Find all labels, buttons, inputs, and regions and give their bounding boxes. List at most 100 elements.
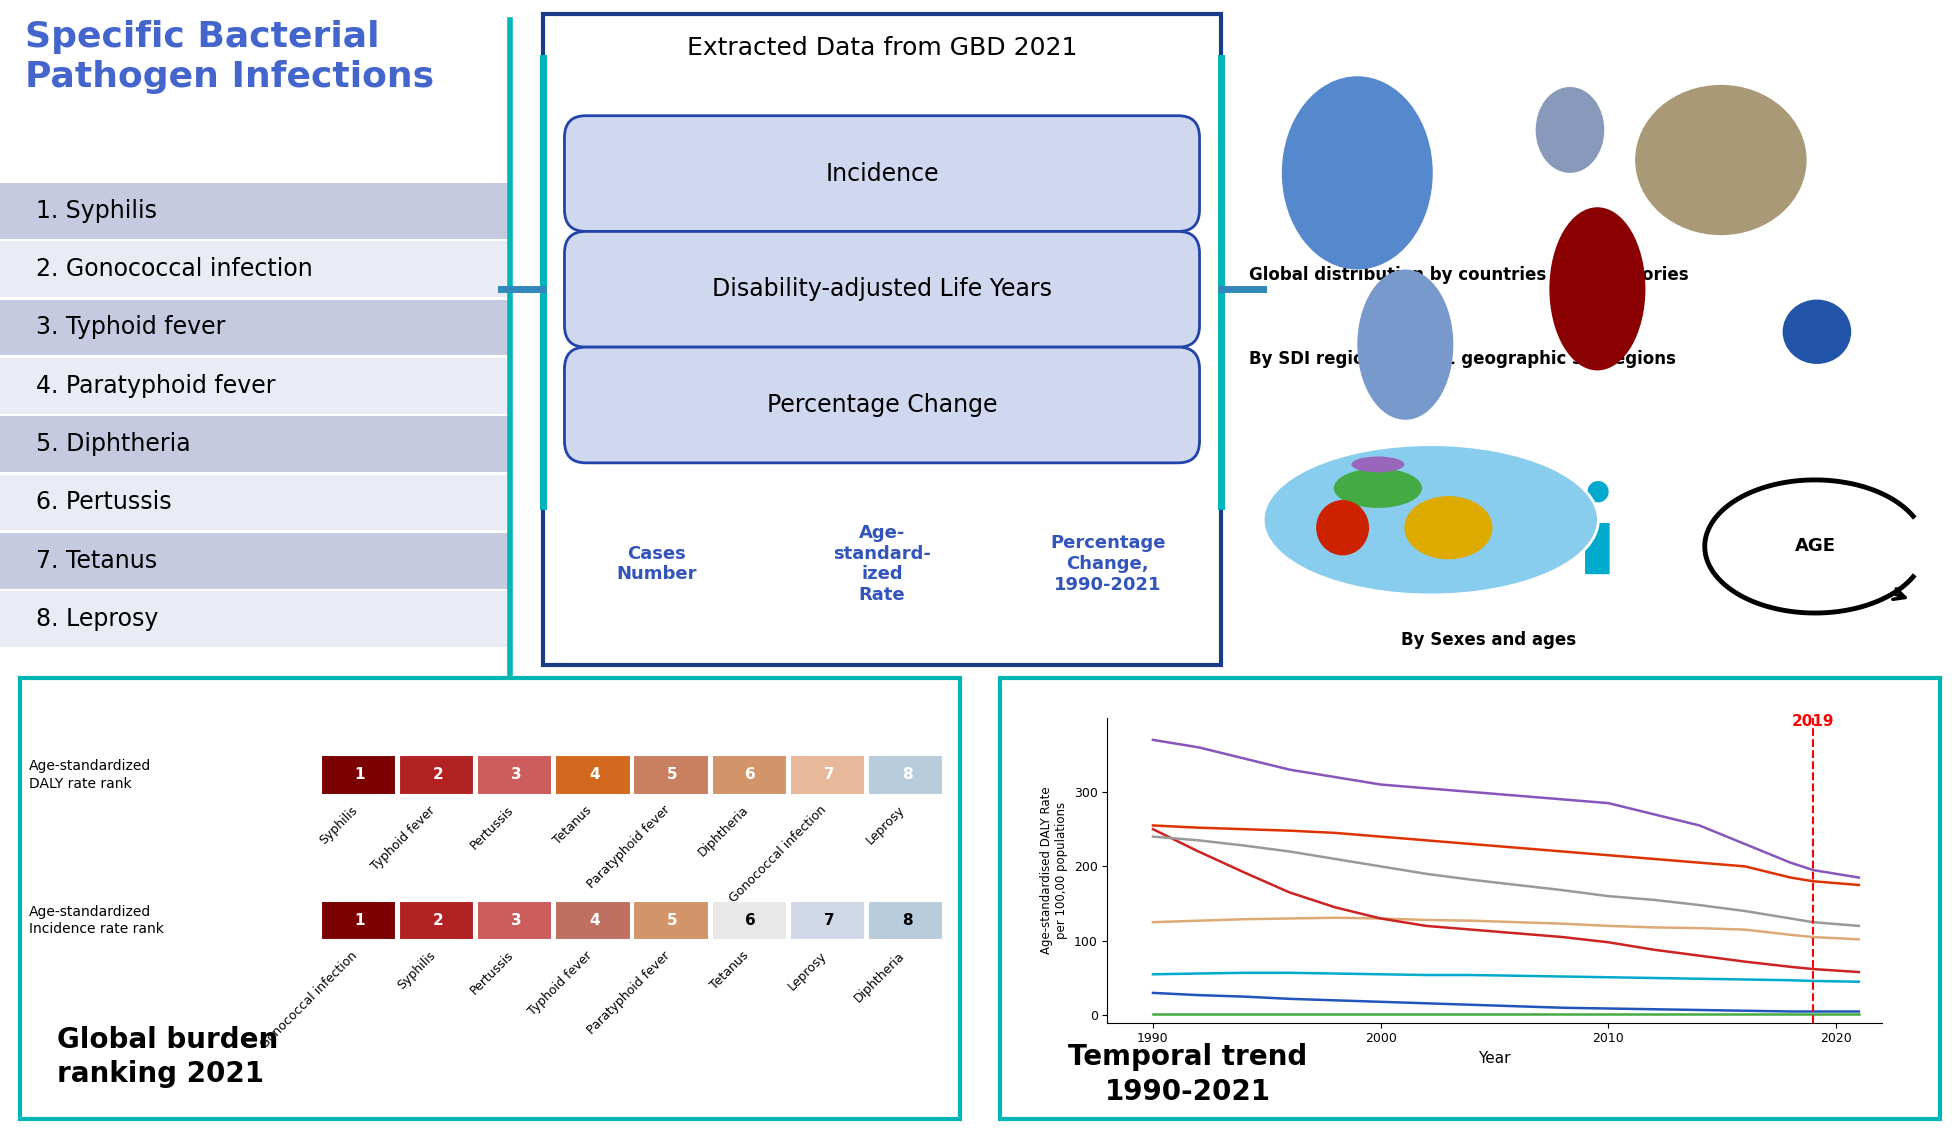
Diphtheria — [1233, 990, 1256, 1003]
Pertussis — [1460, 785, 1484, 799]
Syphilis — [1846, 932, 1870, 946]
Text: 1: 1 — [355, 767, 365, 782]
Tetanus — [1141, 823, 1164, 836]
Tetanus — [1505, 927, 1529, 940]
Leprosy — [1505, 1007, 1529, 1020]
Diphtheria — [1278, 992, 1301, 1006]
Tetanus — [1780, 960, 1803, 974]
Diphtheria — [1642, 1002, 1666, 1016]
Line: Tetanus: Tetanus — [1152, 829, 1858, 972]
Gonococcal infection — [1415, 834, 1439, 848]
Paratyphoid fever — [1141, 967, 1164, 981]
Diphtheria — [1550, 1001, 1574, 1015]
Text: 5. Diphtheria: 5. Diphtheria — [35, 432, 190, 457]
FancyBboxPatch shape — [1000, 678, 1940, 1119]
Gonococcal infection — [1141, 818, 1164, 832]
Gonococcal infection — [1733, 860, 1756, 873]
Text: ●: ● — [1586, 477, 1609, 504]
Text: Tetanus: Tetanus — [551, 803, 594, 846]
Syphilis — [1368, 912, 1392, 925]
Text: Disability-adjusted Life Years: Disability-adjusted Life Years — [711, 277, 1053, 302]
Text: Incidence: Incidence — [825, 162, 939, 185]
Typhoid fever — [1415, 867, 1439, 880]
Leprosy — [1550, 1007, 1574, 1020]
Line: Diphtheria: Diphtheria — [1152, 993, 1858, 1011]
Typhoid fever — [1846, 919, 1870, 932]
Text: 7. Tetanus: 7. Tetanus — [35, 549, 157, 573]
Syphilis — [1597, 919, 1621, 932]
Typhoid fever — [1368, 860, 1392, 873]
Text: 4: 4 — [590, 767, 600, 782]
FancyBboxPatch shape — [20, 678, 960, 1119]
Text: ▮: ▮ — [1580, 513, 1615, 580]
Syphilis — [1801, 930, 1825, 944]
Bar — [400, 901, 474, 940]
Text: 4: 4 — [590, 913, 600, 928]
Leprosy — [1846, 1007, 1870, 1020]
Bar — [0, 416, 510, 472]
Tetanus — [1368, 912, 1392, 925]
Paratyphoid fever — [1780, 973, 1803, 986]
Text: Typhoid fever: Typhoid fever — [368, 803, 437, 872]
Pertussis — [1846, 871, 1870, 885]
Typhoid fever — [1141, 829, 1164, 843]
Text: 8: 8 — [902, 913, 913, 928]
Bar — [868, 901, 943, 940]
Gonococcal infection — [1368, 829, 1392, 843]
Text: Age-standardized
DALY rate rank: Age-standardized DALY rate rank — [29, 759, 151, 791]
Typhoid fever — [1688, 898, 1711, 912]
Leprosy — [1415, 1007, 1439, 1020]
Text: 3. Typhoid fever: 3. Typhoid fever — [35, 315, 225, 339]
Tetanus — [1186, 845, 1209, 859]
Tetanus — [1233, 866, 1256, 879]
Diphtheria — [1846, 1005, 1870, 1018]
Ellipse shape — [1333, 468, 1421, 508]
Typhoid fever — [1460, 873, 1484, 887]
Tetanus — [1688, 949, 1711, 963]
Ellipse shape — [1548, 207, 1644, 371]
Diphtheria — [1505, 1000, 1529, 1014]
Ellipse shape — [1635, 85, 1807, 235]
Gonococcal infection — [1801, 875, 1825, 888]
Paratyphoid fever — [1597, 971, 1621, 984]
FancyBboxPatch shape — [564, 232, 1200, 347]
Text: Diphtheria: Diphtheria — [696, 803, 751, 859]
Point — [531, 499, 555, 513]
Syphilis — [1780, 928, 1803, 941]
Tetanus — [1597, 936, 1621, 949]
Text: Paratyphoid fever: Paratyphoid fever — [584, 803, 672, 892]
Text: Pertussis: Pertussis — [468, 949, 515, 998]
Bar — [321, 755, 396, 794]
Leprosy — [1233, 1007, 1256, 1020]
Pertussis — [1597, 797, 1621, 810]
Text: Percentage Change: Percentage Change — [766, 393, 998, 417]
Tetanus — [1801, 963, 1825, 976]
Point — [531, 51, 555, 64]
Bar — [790, 755, 864, 794]
Diphtheria — [1368, 996, 1392, 1009]
Diphtheria — [1801, 1005, 1825, 1018]
Gonococcal infection — [1846, 878, 1870, 892]
Syphilis — [1550, 916, 1574, 930]
Text: 6: 6 — [745, 913, 757, 928]
Text: Age-standardized
Incidence rate rank: Age-standardized Incidence rate rank — [29, 905, 165, 936]
Text: Gonococcal infection: Gonococcal infection — [727, 803, 829, 905]
Pertussis — [1368, 777, 1392, 791]
Ellipse shape — [1352, 457, 1403, 472]
Syphilis — [1642, 921, 1666, 935]
Syphilis — [1733, 923, 1756, 937]
Leprosy — [1368, 1007, 1392, 1020]
Ellipse shape — [1317, 499, 1370, 555]
Gonococcal infection — [1688, 855, 1711, 869]
Gonococcal infection — [1233, 823, 1256, 836]
Typhoid fever — [1278, 845, 1301, 859]
Text: 7: 7 — [823, 913, 835, 928]
Pertussis — [1780, 855, 1803, 869]
Paratyphoid fever — [1233, 966, 1256, 980]
Paratyphoid fever — [1505, 970, 1529, 983]
Text: 2. Gonococcal infection: 2. Gonococcal infection — [35, 258, 312, 281]
Tetanus — [1278, 886, 1301, 899]
Paratyphoid fever — [1323, 967, 1347, 981]
Diphtheria — [1780, 1005, 1803, 1018]
Text: Pertussis: Pertussis — [468, 803, 515, 852]
